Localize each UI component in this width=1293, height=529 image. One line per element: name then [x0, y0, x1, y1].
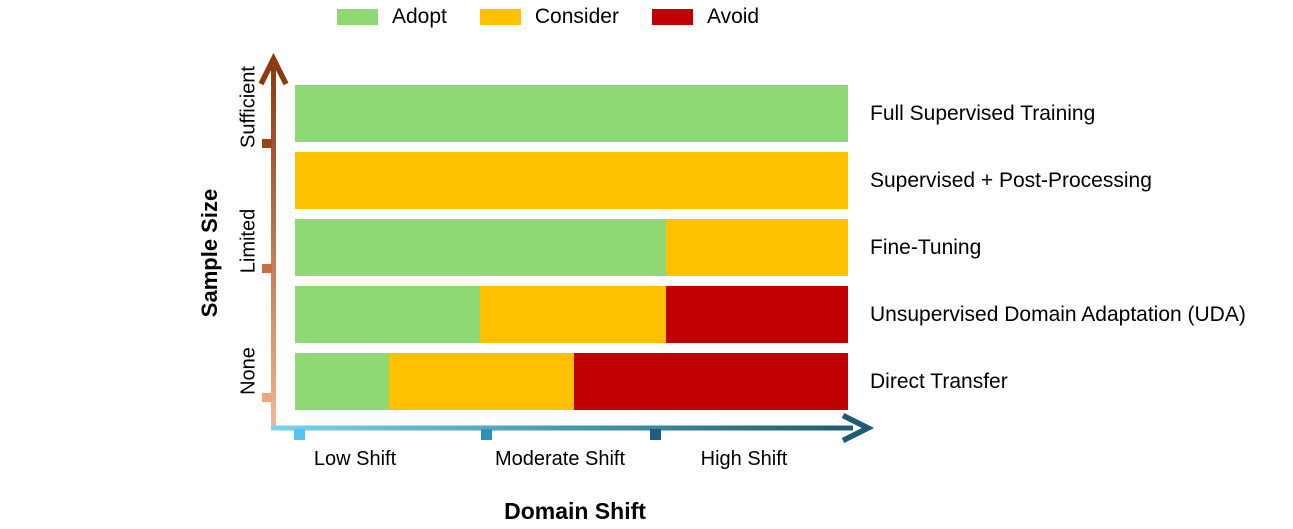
- bar-segment-adopt: [295, 286, 481, 343]
- bar-row: [295, 85, 848, 142]
- bar-row: [295, 152, 848, 209]
- y-axis-title: Sample Size: [197, 188, 222, 318]
- y-axis-tick: [262, 139, 272, 148]
- y-axis-tick: [262, 393, 272, 402]
- bar-segment-consider: [665, 219, 848, 276]
- bar-segment-adopt: [295, 85, 848, 142]
- x-tick-label: Low Shift: [313, 448, 397, 470]
- legend-label: Adopt: [392, 5, 447, 28]
- y-axis-arrowhead-icon: [258, 52, 289, 86]
- x-tick-label: High Shift: [700, 448, 788, 470]
- legend-swatch-avoid: [651, 9, 693, 25]
- y-tick-label: Sufficient: [237, 66, 260, 148]
- x-axis-title: Domain Shift: [504, 498, 646, 524]
- plot-area: [295, 85, 848, 410]
- row-label: Fine-Tuning: [870, 235, 982, 259]
- legend-item-avoid: Avoid: [651, 3, 760, 31]
- bar-segment-consider: [295, 152, 848, 209]
- legend-item-consider: Consider: [479, 3, 619, 31]
- y-axis-tick: [262, 264, 272, 273]
- legend-swatch-adopt: [337, 9, 378, 25]
- x-tick-label: Moderate Shift: [494, 448, 626, 470]
- legend-item-adopt: Adopt: [337, 3, 447, 31]
- bar-segment-consider: [389, 353, 575, 410]
- row-label: Full Supervised Training: [870, 101, 1096, 125]
- row-label: Supervised + Post-Processing: [870, 168, 1152, 192]
- y-tick-label: Limited: [237, 208, 260, 274]
- bar-row: [295, 353, 848, 410]
- legend-swatch-consider: [479, 9, 521, 25]
- x-axis-tick: [294, 429, 305, 440]
- legend: Adopt Consider Avoid: [337, 3, 792, 31]
- row-label: Unsupervised Domain Adaptation (UDA): [870, 302, 1246, 326]
- legend-label: Avoid: [706, 5, 760, 28]
- bar-segment-adopt: [295, 219, 666, 276]
- x-axis-tick: [481, 429, 492, 440]
- bar-segment-adopt: [295, 353, 389, 410]
- bar-segment-consider: [480, 286, 666, 343]
- x-axis-arrowhead-icon: [841, 413, 875, 443]
- y-tick-label: None: [237, 347, 260, 395]
- bar-row: [295, 219, 848, 276]
- x-axis-tick: [650, 429, 661, 440]
- bar-row: [295, 286, 848, 343]
- legend-label: Consider: [534, 5, 619, 28]
- row-label: Direct Transfer: [870, 369, 1008, 393]
- bar-segment-avoid: [665, 286, 848, 343]
- bar-segment-avoid: [574, 353, 848, 410]
